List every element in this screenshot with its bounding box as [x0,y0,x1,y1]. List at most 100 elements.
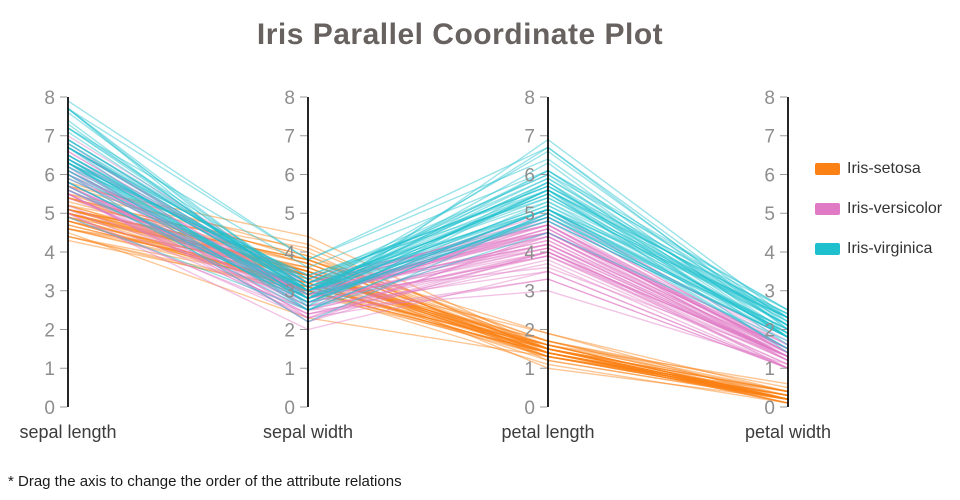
data-line [67,208,789,397]
data-line [67,138,789,319]
data-line [67,212,789,400]
data-line [67,173,789,350]
data-line [67,212,789,400]
axis-tick-label: 5 [44,204,55,225]
data-line [67,216,789,342]
legend-label: Iris-virginica [847,240,933,257]
axis-tick-label: 3 [44,282,55,303]
axis-petal-width[interactable]: 0 1 2 3 4 5 6 7 8 petal width [745,88,831,442]
axis-tick-label: 5 [284,204,295,225]
data-line [67,107,789,319]
data-line [67,166,789,358]
axis-tick-label: 4 [524,243,535,264]
data-line [67,204,789,354]
legend-item-iris-versicolor[interactable]: Iris-versicolor [815,200,942,218]
data-line [67,169,789,354]
axis-tick-label: 8 [524,88,535,109]
data-line [67,216,789,369]
data-line [67,169,789,362]
axis-tick-label: 8 [44,88,55,109]
data-line [67,231,789,397]
axis-tick-label: 0 [44,398,55,419]
data-line [67,158,789,338]
data-line [67,208,789,397]
data-line [67,169,789,354]
data-line [67,220,789,400]
data-line [67,204,789,400]
axis-sepal-length[interactable]: 0 1 2 3 4 5 6 7 8 sepal length [19,88,116,442]
data-line [67,123,789,338]
axis-title[interactable]: petal width [745,422,831,442]
data-line [67,216,789,400]
axis-tick-label: 1 [284,359,295,380]
axis-tick-label: 6 [284,165,295,186]
data-line [67,212,789,397]
data-line [67,208,789,393]
data-line [67,216,789,404]
data-line [67,162,789,350]
data-line [67,212,789,400]
data-line [67,162,789,358]
data-line [67,208,789,393]
data-line [67,197,789,393]
axis-title[interactable]: petal length [501,422,594,442]
axis-tick-label: 4 [764,243,775,264]
data-line [67,138,789,327]
data-line [67,166,789,319]
legend-item-iris-virginica[interactable]: Iris-virginica [815,240,942,258]
axis-tick-label: 2 [764,320,775,341]
axis-title[interactable]: sepal width [263,422,353,442]
data-line [67,220,789,400]
data-line [67,239,789,404]
axis-petal-length[interactable]: 0 1 2 3 4 5 6 7 8 petal length [501,88,594,442]
data-line [67,185,789,393]
chart-axes[interactable]: 0 1 2 3 4 5 6 7 8 sepal length 0 1 2 3 4 5 6 7 8 sepal widt… [19,88,831,442]
data-line [67,162,789,338]
data-line [67,185,789,397]
data-line [67,146,789,311]
data-line [67,131,789,327]
data-line [67,193,789,366]
data-line [67,162,789,338]
data-line [67,158,789,323]
axis-tick-label: 1 [764,359,775,380]
axis-sepal-width[interactable]: 0 1 2 3 4 5 6 7 8 sepal width [263,88,353,442]
data-line [67,146,789,338]
data-line [67,169,789,338]
axis-tick-label: 4 [284,243,295,264]
data-line [67,158,789,335]
data-line [67,150,789,354]
data-line [67,107,789,331]
axis-tick-label: 1 [524,359,535,380]
data-line [67,204,789,400]
data-line [67,181,789,335]
data-line [67,235,789,400]
axis-tick-label: 2 [284,320,295,341]
axis-tick-label: 8 [284,88,295,109]
data-line [67,185,789,369]
data-line [67,228,789,397]
data-line [67,146,789,350]
data-line [67,100,789,331]
axis-tick-label: 7 [764,127,775,148]
data-line [67,228,789,400]
axis-tick-label: 0 [284,398,295,419]
data-line [67,166,789,350]
axis-tick-label: 5 [764,204,775,225]
data-line [67,154,789,338]
data-line [67,154,789,323]
data-line [67,181,789,362]
legend-item-iris-setosa[interactable]: Iris-setosa [815,160,942,178]
legend-swatch [815,243,840,255]
axis-title[interactable]: sepal length [19,422,116,442]
data-line [67,107,789,319]
data-line [67,173,789,346]
data-line [67,212,789,400]
legend-label: Iris-setosa [847,160,921,177]
axis-tick-label: 8 [764,88,775,109]
data-line [67,146,789,354]
data-line [67,193,789,358]
data-line [67,135,789,354]
data-line [67,158,789,358]
